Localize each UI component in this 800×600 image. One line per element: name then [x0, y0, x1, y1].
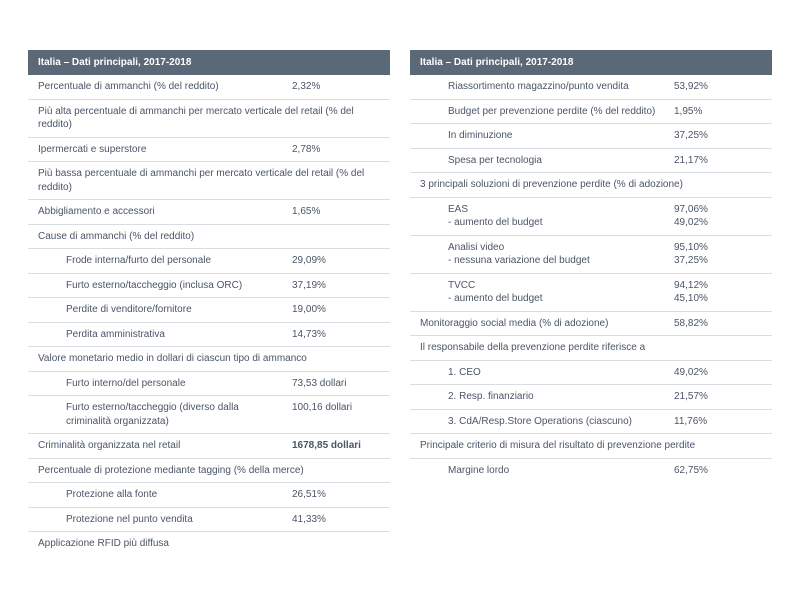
- row-value: 100,16 dollari: [292, 401, 380, 415]
- row-label: Protezione nel punto vendita: [38, 513, 292, 527]
- row-label: 2. Resp. finanziario: [420, 390, 674, 404]
- table-row: Perdita amministrativa14,73%: [28, 323, 390, 348]
- table-row: Budget per prevenzione perdite (% del re…: [410, 100, 772, 125]
- table-row: Frode interna/furto del personale29,09%: [28, 249, 390, 274]
- table-row: Percentuale di protezione mediante taggi…: [28, 459, 390, 484]
- table-row: Protezione nel punto vendita41,33%: [28, 508, 390, 533]
- right-header: Italia – Dati principali, 2017-2018: [410, 50, 772, 75]
- row-label: Applicazione RFID più diffusa: [38, 537, 380, 551]
- row-label: Furto esterno/taccheggio (inclusa ORC): [38, 279, 292, 293]
- row-label: Cause di ammanchi (% del reddito): [38, 230, 380, 244]
- row-value: 1678,85 dollari: [292, 439, 380, 453]
- row-label: Budget per prevenzione perdite (% del re…: [420, 105, 674, 119]
- row-value: 94,12% 45,10%: [674, 279, 762, 306]
- row-label: Perdite di venditore/fornitore: [38, 303, 292, 317]
- row-value: 21,17%: [674, 154, 762, 168]
- row-value: 1,65%: [292, 205, 380, 219]
- row-label: Criminalità organizzata nel retail: [38, 439, 292, 453]
- row-label: Ipermercati e superstore: [38, 143, 292, 157]
- row-label: In diminuzione: [420, 129, 674, 143]
- right-column: Italia – Dati principali, 2017-2018 Rias…: [410, 50, 772, 580]
- table-row: Percentuale di ammanchi (% del reddito)2…: [28, 75, 390, 100]
- row-value: 11,76%: [674, 415, 762, 429]
- row-label: Percentuale di protezione mediante taggi…: [38, 464, 380, 478]
- row-label: Più alta percentuale di ammanchi per mer…: [38, 105, 380, 132]
- row-label: Più bassa percentuale di ammanchi per me…: [38, 167, 380, 194]
- row-label: Analisi video - nessuna variazione del b…: [420, 241, 674, 268]
- table-row: Perdite di venditore/fornitore19,00%: [28, 298, 390, 323]
- row-label: Principale criterio di misura del risult…: [420, 439, 762, 453]
- row-value: 26,51%: [292, 488, 380, 502]
- row-value: 73,53 dollari: [292, 377, 380, 391]
- row-label: Valore monetario medio in dollari di cia…: [38, 352, 380, 366]
- table-row: 3. CdA/Resp.Store Operations (ciascuno)1…: [410, 410, 772, 435]
- row-label: Margine lordo: [420, 464, 674, 478]
- row-label: TVCC - aumento del budget: [420, 279, 674, 306]
- row-value: 62,75%: [674, 464, 762, 478]
- row-value: 2,32%: [292, 80, 380, 94]
- row-label: EAS - aumento del budget: [420, 203, 674, 230]
- row-value: 97,06% 49,02%: [674, 203, 762, 230]
- row-label: Frode interna/furto del personale: [38, 254, 292, 268]
- row-label: Protezione alla fonte: [38, 488, 292, 502]
- row-label: 1. CEO: [420, 366, 674, 380]
- right-table-body: Riassortimento magazzino/punto vendita53…: [410, 75, 772, 482]
- left-table-body: Percentuale di ammanchi (% del reddito)2…: [28, 75, 390, 556]
- table-row: Più bassa percentuale di ammanchi per me…: [28, 162, 390, 200]
- row-value: 21,57%: [674, 390, 762, 404]
- row-label: Perdita amministrativa: [38, 328, 292, 342]
- table-row: Furto interno/del personale73,53 dollari: [28, 372, 390, 397]
- row-value: 14,73%: [292, 328, 380, 342]
- left-column: Italia – Dati principali, 2017-2018 Perc…: [28, 50, 390, 580]
- table-row: Margine lordo62,75%: [410, 459, 772, 483]
- row-label: Riassortimento magazzino/punto vendita: [420, 80, 674, 94]
- table-row: Principale criterio di misura del risult…: [410, 434, 772, 459]
- row-value: 41,33%: [292, 513, 380, 527]
- row-value: 19,00%: [292, 303, 380, 317]
- row-label: 3 principali soluzioni di prevenzione pe…: [420, 178, 762, 192]
- table-row: Il responsabile della prevenzione perdit…: [410, 336, 772, 361]
- table-row: 1. CEO49,02%: [410, 361, 772, 386]
- table-row: 3 principali soluzioni di prevenzione pe…: [410, 173, 772, 198]
- row-value: 58,82%: [674, 317, 762, 331]
- row-value: 2,78%: [292, 143, 380, 157]
- row-label: Spesa per tecnologia: [420, 154, 674, 168]
- table-row: Valore monetario medio in dollari di cia…: [28, 347, 390, 372]
- table-row: Criminalità organizzata nel retail1678,8…: [28, 434, 390, 459]
- row-label: Il responsabile della prevenzione perdit…: [420, 341, 762, 355]
- row-label: Furto interno/del personale: [38, 377, 292, 391]
- left-header: Italia – Dati principali, 2017-2018: [28, 50, 390, 75]
- table-row: Riassortimento magazzino/punto vendita53…: [410, 75, 772, 100]
- row-value: 37,25%: [674, 129, 762, 143]
- table-row: Monitoraggio social media (% di adozione…: [410, 312, 772, 337]
- table-row: TVCC - aumento del budget94,12% 45,10%: [410, 274, 772, 312]
- row-label: Monitoraggio social media (% di adozione…: [420, 317, 674, 331]
- row-value: 37,19%: [292, 279, 380, 293]
- row-label: Furto esterno/taccheggio (diverso dalla …: [38, 401, 292, 428]
- table-row: Cause di ammanchi (% del reddito): [28, 225, 390, 250]
- row-value: 49,02%: [674, 366, 762, 380]
- row-label: Percentuale di ammanchi (% del reddito): [38, 80, 292, 94]
- table-row: Analisi video - nessuna variazione del b…: [410, 236, 772, 274]
- table-row: In diminuzione37,25%: [410, 124, 772, 149]
- row-value: 1,95%: [674, 105, 762, 119]
- table-row: Furto esterno/taccheggio (inclusa ORC)37…: [28, 274, 390, 299]
- table-row: 2. Resp. finanziario21,57%: [410, 385, 772, 410]
- table-row: Furto esterno/taccheggio (diverso dalla …: [28, 396, 390, 434]
- table-row: Spesa per tecnologia21,17%: [410, 149, 772, 174]
- table-row: Ipermercati e superstore2,78%: [28, 138, 390, 163]
- row-value: 53,92%: [674, 80, 762, 94]
- row-label: 3. CdA/Resp.Store Operations (ciascuno): [420, 415, 674, 429]
- row-label: Abbigliamento e accessori: [38, 205, 292, 219]
- table-row: Abbigliamento e accessori1,65%: [28, 200, 390, 225]
- table-row: Più alta percentuale di ammanchi per mer…: [28, 100, 390, 138]
- table-row: Applicazione RFID più diffusa: [28, 532, 390, 556]
- table-row: EAS - aumento del budget97,06% 49,02%: [410, 198, 772, 236]
- row-value: 29,09%: [292, 254, 380, 268]
- table-row: Protezione alla fonte26,51%: [28, 483, 390, 508]
- row-value: 95,10% 37,25%: [674, 241, 762, 268]
